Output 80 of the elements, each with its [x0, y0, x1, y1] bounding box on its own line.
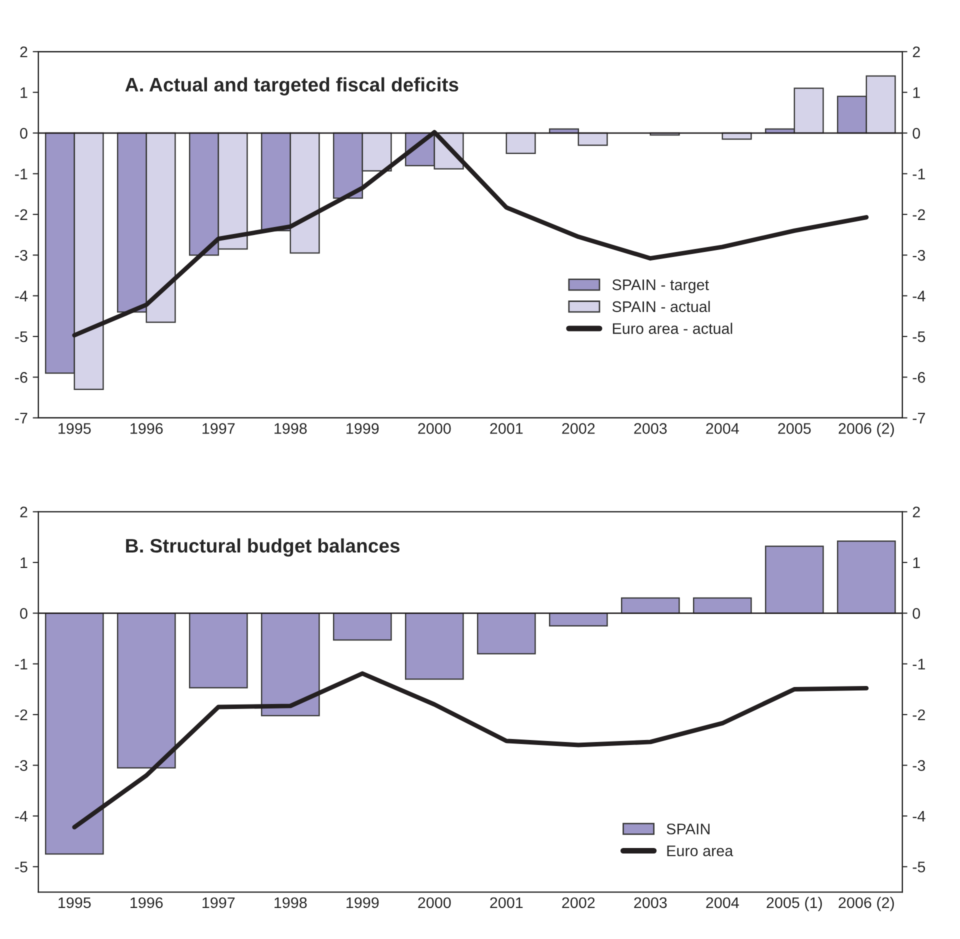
- x-tick-label: 1995: [58, 897, 91, 908]
- x-tick-label: 2004: [706, 897, 739, 908]
- x-tick-label: 2003: [634, 897, 667, 908]
- x-tick-label: 2005 (1): [766, 896, 822, 912]
- bar: [692, 597, 752, 614]
- x-tick-label: 1996: [130, 897, 163, 908]
- y2-tick-label: 0: [912, 608, 920, 619]
- legend-label: SPAIN - actual: [612, 300, 710, 312]
- y-tick-label: 1: [20, 87, 28, 98]
- y2-tick-label: -1: [912, 658, 925, 670]
- bar: [836, 540, 896, 614]
- x-tick-label: 1997: [202, 423, 235, 434]
- x-tick-label: 2004: [706, 423, 739, 434]
- x-tick-label: 2003: [634, 423, 667, 434]
- bar: [764, 546, 824, 614]
- bar: [260, 612, 320, 716]
- x-tick-label: 1999: [346, 897, 379, 908]
- x-tick-label: 2000: [418, 897, 451, 908]
- x-tick-label: 1997: [202, 897, 235, 908]
- y2-tick-label: 2: [912, 46, 920, 58]
- y-tick-label: -5: [15, 862, 28, 872]
- y2-tick-label: -3: [912, 760, 926, 771]
- y2-tick-label: -6: [912, 372, 926, 383]
- y-tick-label: -5: [15, 332, 28, 342]
- text: A. Actual and targeted fiscal deficits: [125, 77, 458, 96]
- bar: [620, 597, 680, 614]
- y-tick-label: -4: [15, 811, 28, 822]
- bar: [476, 612, 536, 654]
- y-tick-label: 0: [20, 128, 28, 139]
- y2-tick-label: -4: [912, 290, 926, 302]
- legend-label: Euro area - actual: [612, 322, 732, 334]
- legend-label: SPAIN: [666, 824, 710, 834]
- bar: [404, 612, 464, 680]
- legend-label: Euro area: [667, 846, 734, 856]
- y-tick-label: -2: [15, 709, 28, 720]
- x-tick-label: 2002: [562, 897, 595, 908]
- y-tick-label: -3: [15, 760, 28, 771]
- y-tick-label: -6: [15, 372, 28, 383]
- y2-tick-label: -2: [912, 209, 925, 220]
- y-tick-label: -4: [15, 290, 28, 302]
- y2-tick-label: 1: [913, 557, 920, 568]
- bar: [332, 612, 392, 641]
- bar: [506, 132, 536, 154]
- y-tick-label: -7: [15, 412, 28, 424]
- bar: [548, 612, 608, 626]
- x-tick-label: 2002: [562, 423, 595, 434]
- y-tick-label: -1: [15, 658, 28, 670]
- y2-tick-label: 1: [913, 87, 920, 98]
- y-tick-label: -2: [15, 209, 28, 220]
- bar: [188, 612, 248, 688]
- y2-tick-label: 2: [912, 506, 920, 518]
- y-tick-label: 0: [20, 608, 28, 619]
- y2-tick-label: -7: [912, 412, 925, 424]
- legend-label: SPAIN - target: [612, 279, 709, 294]
- y-tick-label: 2: [20, 506, 28, 518]
- x-tick-label: 2000: [418, 423, 451, 434]
- y2-tick-label: -2: [912, 709, 925, 720]
- y2-tick-label: -1: [912, 168, 925, 180]
- y-tick-label: 2: [20, 46, 28, 58]
- x-tick-label: 1996: [130, 423, 163, 434]
- x-tick-label: 2006 (2): [838, 422, 894, 437]
- bar: [116, 612, 176, 768]
- y2-tick-label: 0: [912, 128, 920, 139]
- y-tick-label: -1: [15, 168, 28, 180]
- y2-tick-label: -4: [912, 811, 926, 822]
- x-tick-label: 1999: [346, 423, 379, 434]
- x-tick-label: 1998: [274, 423, 307, 434]
- x-tick-label: 1995: [58, 423, 91, 434]
- bar: [44, 612, 104, 855]
- y-tick-label: -3: [15, 250, 28, 261]
- y2-tick-label: -5: [912, 862, 926, 872]
- x-tick-label: 2001: [490, 423, 523, 434]
- y-tick-label: 1: [20, 557, 28, 568]
- y2-tick-label: -3: [912, 250, 926, 261]
- x-tick-label: 1998: [274, 897, 307, 908]
- x-tick-label: 2001: [490, 897, 523, 908]
- y2-tick-label: -5: [912, 332, 926, 342]
- x-tick-label: 2006 (2): [838, 896, 894, 912]
- text: B. Structural budget balances: [126, 538, 400, 557]
- x-tick-label: 2005: [778, 423, 811, 434]
